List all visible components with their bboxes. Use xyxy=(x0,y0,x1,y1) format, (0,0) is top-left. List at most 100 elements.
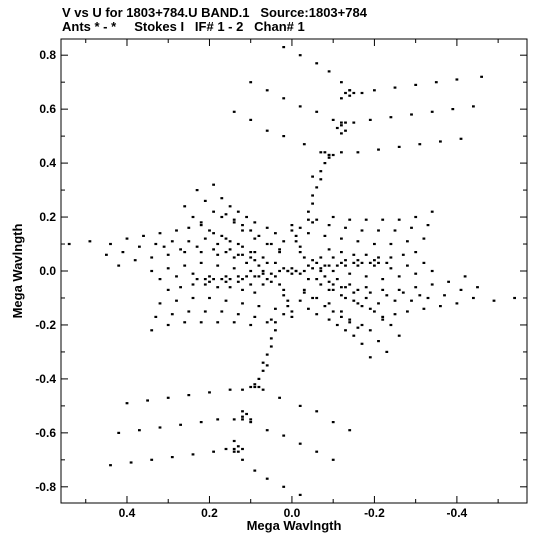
data-point xyxy=(389,267,393,270)
data-point xyxy=(208,296,211,300)
data-point xyxy=(327,280,331,283)
data-point xyxy=(109,464,112,467)
data-point xyxy=(302,143,306,146)
data-point xyxy=(360,323,364,327)
data-point xyxy=(406,240,409,243)
data-point xyxy=(261,361,265,364)
data-point xyxy=(175,229,178,232)
data-point xyxy=(253,251,257,254)
data-point xyxy=(67,242,71,246)
data-point xyxy=(265,278,269,281)
data-point xyxy=(228,278,232,281)
data-point xyxy=(257,385,261,389)
data-point xyxy=(389,323,393,327)
data-point xyxy=(368,261,372,264)
y-tick-labels: 0.8 0.6 0.4 0.2 0.0 -0.2 -0.4 -0.6 -0.8 xyxy=(35,48,56,494)
x-axis-label: Mega Wavlngth xyxy=(247,518,342,533)
data-point xyxy=(364,253,368,256)
y-tick-label: 0.6 xyxy=(39,102,56,116)
data-point xyxy=(282,434,286,437)
data-point xyxy=(393,313,397,316)
data-point xyxy=(340,121,343,124)
data-point xyxy=(294,234,298,237)
data-point xyxy=(323,162,327,165)
data-point xyxy=(344,329,347,332)
data-point xyxy=(241,224,244,227)
data-point xyxy=(344,259,347,262)
data-point xyxy=(331,269,335,273)
data-point xyxy=(228,205,232,208)
data-point xyxy=(158,426,162,429)
data-point xyxy=(216,264,220,267)
data-point xyxy=(274,261,277,264)
data-point xyxy=(315,261,319,264)
data-point xyxy=(232,418,236,421)
data-point xyxy=(422,237,426,240)
data-point xyxy=(364,218,368,221)
data-point xyxy=(327,156,331,159)
data-point xyxy=(228,240,232,243)
x-tick-labels: 0.4 0.2 0.0 -0.2 -0.4 xyxy=(119,506,468,520)
data-point xyxy=(327,248,331,251)
data-point xyxy=(199,251,203,254)
data-point xyxy=(360,229,364,232)
data-point xyxy=(183,205,187,208)
data-point xyxy=(253,237,257,240)
data-point xyxy=(348,272,352,275)
y-tick-label: 0.4 xyxy=(39,156,56,170)
data-point xyxy=(315,313,319,316)
data-point xyxy=(352,91,356,95)
data-point xyxy=(203,237,207,240)
data-point xyxy=(249,251,253,254)
data-point xyxy=(166,267,170,270)
data-point xyxy=(335,323,339,327)
data-point xyxy=(377,261,380,264)
y-tick-label: -0.8 xyxy=(35,480,56,494)
data-point xyxy=(335,264,339,267)
data-point xyxy=(166,253,170,256)
data-point xyxy=(373,264,376,267)
data-point xyxy=(241,253,244,256)
data-point xyxy=(344,226,347,229)
data-point xyxy=(199,261,203,264)
y-tick-label: 0.0 xyxy=(39,264,56,278)
data-point xyxy=(241,229,244,232)
data-point xyxy=(253,315,257,318)
data-point xyxy=(331,153,335,157)
data-point xyxy=(373,310,376,313)
data-point xyxy=(232,218,236,221)
data-point xyxy=(146,399,149,402)
data-point xyxy=(257,305,261,308)
data-point xyxy=(323,151,327,154)
x-tick-label: 0.2 xyxy=(201,506,218,520)
data-point xyxy=(455,78,459,81)
data-point xyxy=(472,105,475,108)
data-point xyxy=(183,321,187,324)
data-point xyxy=(377,256,380,259)
data-point xyxy=(290,229,294,232)
data-point xyxy=(257,264,261,267)
data-point xyxy=(298,245,302,248)
y-tick-label: 0.8 xyxy=(39,48,56,62)
data-point xyxy=(261,388,265,391)
data-point xyxy=(249,118,253,121)
data-point xyxy=(191,453,195,456)
data-point xyxy=(216,418,220,421)
data-point xyxy=(364,286,368,289)
data-point xyxy=(175,299,178,302)
data-point xyxy=(315,110,319,113)
data-point xyxy=(393,86,397,89)
data-point xyxy=(344,91,347,95)
data-point xyxy=(340,294,343,297)
data-point xyxy=(311,267,314,270)
data-point xyxy=(348,321,352,324)
data-point xyxy=(360,342,364,345)
data-point xyxy=(298,54,302,57)
data-point xyxy=(315,218,319,221)
data-point xyxy=(249,81,253,84)
data-point xyxy=(241,410,244,413)
data-point xyxy=(327,318,331,321)
data-point xyxy=(344,296,347,300)
data-point xyxy=(319,178,323,181)
data-point xyxy=(212,232,215,235)
